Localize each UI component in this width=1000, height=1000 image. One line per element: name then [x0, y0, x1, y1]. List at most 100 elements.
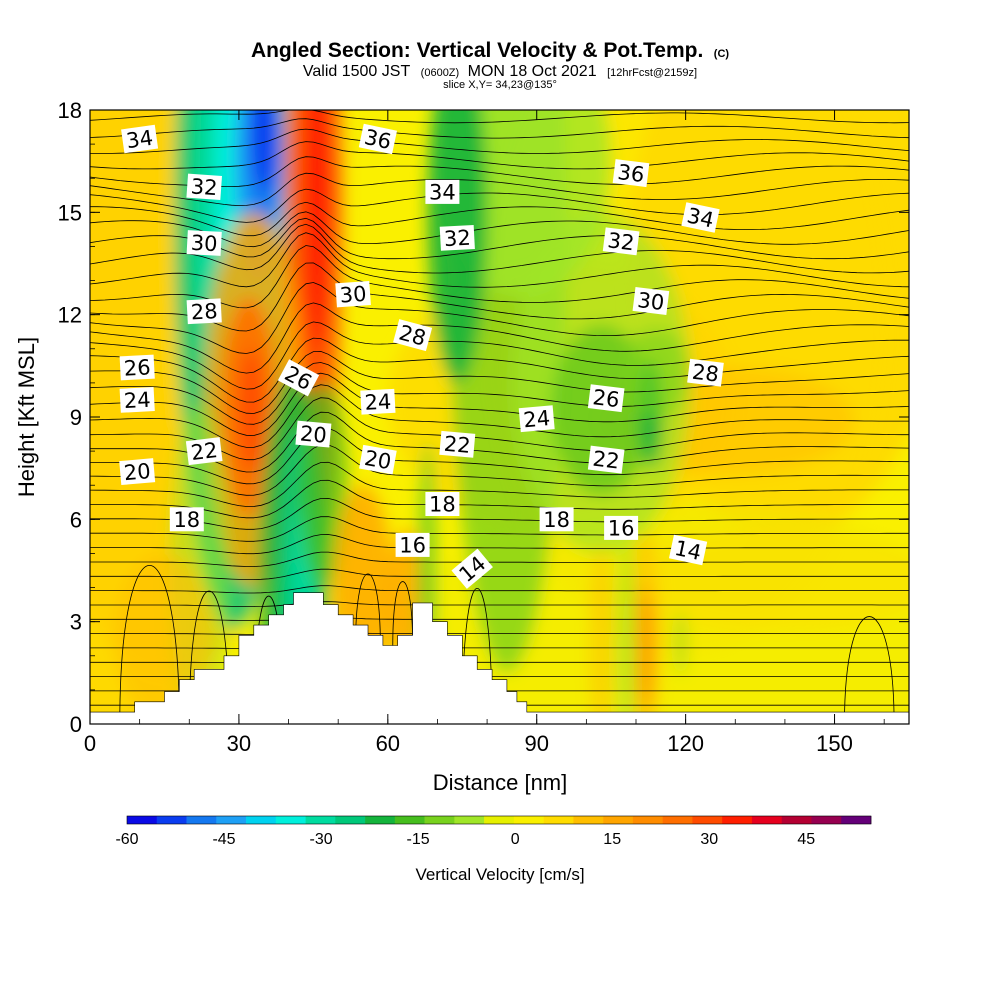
- theta-label: 28: [186, 298, 222, 325]
- colorbar-swatch: [186, 816, 217, 824]
- chart-title-unit: (C): [714, 48, 730, 60]
- y-tick-label: 18: [58, 98, 82, 123]
- svg-text:Angled Section: Vertical Veloc: Angled Section: Vertical Velocity & Pot.…: [251, 39, 729, 62]
- theta-label: 18: [169, 507, 204, 532]
- theta-label: 22: [439, 430, 476, 458]
- theta-label: 26: [587, 384, 625, 412]
- theta-contour-line: [90, 601, 909, 607]
- theta-label: 34: [425, 179, 460, 204]
- theta-label-box: [395, 532, 430, 557]
- theta-label-text: 36: [362, 125, 393, 154]
- colorbar-swatch: [573, 816, 604, 824]
- colorbar-frame: [126, 815, 872, 825]
- theta-label-box: [602, 227, 640, 256]
- theta-contour-line: [90, 427, 909, 485]
- theta-label-text: 34: [125, 126, 155, 153]
- plot-area: 34 32 30 28 26 24 22 20 18 36 34 32 30 28 26 24 20 20 22 18…: [90, 110, 909, 724]
- theta-label-text: 24: [123, 388, 151, 413]
- x-tick-label: 30: [227, 731, 251, 756]
- theta-label-text: 22: [591, 447, 620, 474]
- theta-label-box: [358, 123, 398, 155]
- colorbar-swatch: [662, 816, 693, 824]
- theta-contour-line: [90, 118, 909, 139]
- colorbar-swatch: [216, 816, 247, 824]
- theta-contour-line: [90, 172, 909, 207]
- colorbar-swatch: [156, 816, 187, 824]
- theta-label: 20: [119, 458, 156, 485]
- valid-date: MON 18 Oct 2021: [468, 63, 597, 80]
- velocity-field-blob: [616, 539, 636, 724]
- colorbar-swatch: [335, 816, 366, 824]
- theta-label-box: [681, 202, 720, 233]
- title-block: Angled Section: Vertical Velocity & Pot.…: [251, 39, 729, 91]
- theta-label-text: 28: [691, 360, 720, 387]
- theta-contour-line: [90, 245, 909, 309]
- theta-label-box: [587, 445, 625, 474]
- theta-label: 20: [359, 444, 397, 475]
- theta-label-box: [185, 437, 223, 466]
- theta-contour-cell: [844, 616, 895, 724]
- colorbar-tick-label: 45: [797, 831, 815, 848]
- colorbar-swatch: [603, 816, 634, 824]
- theta-contour-line: [90, 384, 909, 448]
- theta-label: 26: [119, 354, 155, 381]
- theta-label-box: [169, 507, 204, 532]
- colorbar: -60 -45 -30 -15 0 15 30 45: [115, 815, 872, 848]
- x-tick-label: 90: [524, 731, 548, 756]
- theta-contour-line: [90, 616, 909, 621]
- theta-contour-line: [90, 128, 909, 154]
- theta-contour-line: [90, 444, 909, 496]
- theta-contour-line: [90, 551, 909, 567]
- colorbar-tick-label: 15: [603, 831, 621, 848]
- y-tick-label: 12: [58, 303, 82, 328]
- theta-label-text: 16: [608, 516, 635, 540]
- theta-label-text: 26: [591, 385, 620, 412]
- theta-label: 18: [539, 507, 574, 532]
- theta-label-box: [359, 444, 397, 475]
- theta-label: 28: [687, 358, 724, 387]
- theta-label-text: 20: [123, 459, 152, 485]
- theta-label-box: [451, 548, 493, 589]
- velocity-field-blob: [251, 110, 276, 192]
- theta-label-box: [425, 492, 460, 516]
- theta-contour-line: [90, 110, 909, 124]
- theta-label-box: [186, 298, 222, 325]
- theta-label: 32: [439, 225, 475, 251]
- colorbar-swatch: [454, 816, 485, 824]
- theta-label-text: 18: [429, 493, 456, 517]
- slice-info: slice X,Y= 34,23@135°: [443, 79, 557, 91]
- theta-contour-line: [90, 362, 909, 425]
- theta-label-text: 20: [363, 446, 393, 474]
- y-tick-label: 9: [70, 405, 82, 430]
- theta-contour-cell: [355, 573, 381, 646]
- theta-label-text: 32: [190, 174, 218, 200]
- x-tick-label: 120: [667, 731, 704, 756]
- theta-label-box: [425, 179, 460, 204]
- theta-contour-line: [90, 534, 909, 555]
- theta-label-text: 26: [123, 355, 151, 380]
- theta-label-text: 36: [616, 160, 645, 187]
- theta-label-box: [393, 319, 433, 352]
- theta-label-box: [604, 515, 639, 540]
- theta-contour-line: [90, 585, 909, 594]
- x-axis-label: Distance [nm]: [433, 770, 568, 795]
- theta-contour-line: [90, 302, 909, 374]
- colorbar-tick-label: -45: [212, 831, 235, 848]
- theta-label-text: 32: [443, 226, 471, 251]
- theta-contour-line: [90, 461, 909, 507]
- colorbar-swatch: [513, 816, 544, 824]
- theta-label-text: 22: [443, 432, 472, 458]
- colorbar-tick-label: 0: [511, 831, 520, 848]
- svg-text:Valid 1500 JST (0600Z): Valid 1500 JST (0600Z) MON 18 Oct 2021 […: [303, 63, 697, 80]
- theta-contour-line: [90, 516, 909, 542]
- theta-contour-line: [90, 397, 909, 461]
- theta-label-text: 28: [190, 299, 218, 324]
- theta-label: 34: [121, 124, 159, 154]
- theta-label: 30: [335, 281, 371, 308]
- theta-contour-line: [90, 337, 909, 403]
- theta-label-text: 24: [522, 406, 551, 432]
- colorbar-swatch: [751, 816, 783, 824]
- theta-label-box: [121, 124, 159, 154]
- colorbar-tick-label: 30: [700, 831, 718, 848]
